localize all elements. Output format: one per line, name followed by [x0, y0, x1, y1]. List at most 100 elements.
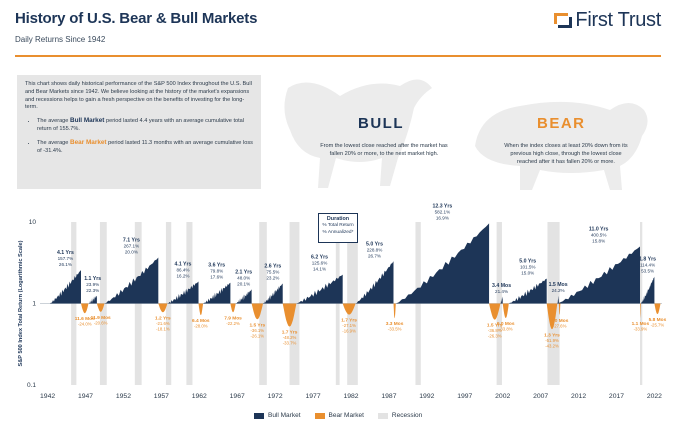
brand-logo: First Trust: [554, 9, 661, 32]
bear-market-area: [558, 303, 561, 315]
intro-list: The average Bull Market period lasted 4.…: [25, 117, 254, 156]
bull-suffix: period lasted 4.4 years with an average …: [37, 118, 245, 133]
bull-label: 15.8%: [592, 238, 605, 243]
bull-label: 7.1 Yrs: [123, 237, 140, 243]
bear-heading: BEAR: [537, 115, 586, 132]
bull-prefix: The average: [37, 118, 70, 125]
bull-market-area: [203, 282, 231, 304]
bull-label: 3.6 Yrs: [208, 263, 225, 269]
bear-label: -18.1%: [156, 326, 170, 331]
page-title: History of U.S. Bear & Bull Markets: [15, 10, 258, 27]
bull-market-area: [500, 296, 503, 304]
y-tick-label: 1: [32, 301, 36, 308]
bear-market-area: [342, 303, 356, 315]
bull-label: 3.4 Mos: [492, 283, 511, 289]
x-tick-label: 1977: [306, 393, 321, 400]
bear-label: -26.3%: [488, 334, 502, 339]
bull-label: 53.5%: [641, 269, 654, 274]
x-tick-label: 1952: [116, 393, 131, 400]
bull-label: 4.1 Yrs: [57, 250, 74, 256]
bear-term: Bear Market: [69, 139, 107, 147]
legend-bear-swatch: [314, 412, 325, 419]
bear-market-area: [393, 303, 396, 319]
header-rule: [15, 55, 661, 57]
bear-label: -51.9%: [545, 338, 559, 343]
legend-recession: Recession: [377, 412, 423, 419]
bull-label: 1.5 Mos: [549, 282, 568, 288]
bear-label: -36.8%: [488, 328, 502, 333]
bull-market-area: [104, 257, 159, 304]
bull-label: 5.0 Yrs: [519, 259, 536, 265]
x-tick-label: 2017: [609, 393, 624, 400]
bear-suffix: period lasted 11.3 months with an averag…: [37, 140, 253, 155]
bear-label: -33.5%: [388, 327, 402, 332]
bull-label: 228.8%: [367, 247, 383, 252]
bear-label: -27.6%: [553, 323, 567, 328]
bull-market-area: [395, 223, 490, 304]
bull-label: 23.2%: [266, 275, 279, 280]
bear-label: 7.9 Mos: [224, 315, 242, 321]
bull-label: 15.0%: [521, 271, 534, 276]
bull-label: 21.4%: [495, 289, 508, 294]
bull-label: 20.0%: [125, 249, 138, 254]
bear-prefix: The average: [37, 140, 70, 147]
bull-label: 22.3%: [86, 288, 99, 293]
bull-label: 86.4%: [176, 268, 189, 273]
x-tick-label: 1982: [343, 393, 358, 400]
y-axis-label: S&P 500 Index Total Return (Logarithmic …: [18, 240, 24, 366]
bear-label: 5.8 Mos: [649, 317, 667, 323]
bear-market-area: [251, 303, 264, 320]
bull-label: 400.5%: [591, 232, 607, 237]
bear-label: -33.7%: [283, 341, 297, 346]
x-tick-label: 1942: [40, 393, 55, 400]
bull-label: 582.1%: [435, 209, 451, 214]
bull-label: 16.2%: [176, 274, 189, 279]
x-tick-label: 2002: [495, 393, 510, 400]
chart-legend: Bull Market Bear Market Recession: [254, 412, 436, 419]
bear-label: -43.2%: [545, 343, 559, 348]
bull-label: 2.6 Yrs: [264, 263, 281, 269]
bull-label: 20.1%: [237, 282, 250, 287]
bull-label: 5.0 Yrs: [366, 241, 383, 247]
bear-label: 1.3 Yrs: [544, 332, 560, 338]
bull-label: 125.6%: [312, 261, 328, 266]
bear-market-area: [654, 303, 661, 314]
bear-market-area: [96, 303, 105, 312]
bear-label: -21.6%: [156, 321, 170, 326]
bull-summary: The average Bull Market period lasted 4.…: [37, 117, 254, 134]
bear-market-area: [502, 303, 509, 318]
bear-label: -22.2%: [226, 321, 240, 326]
bear-label: 3.3 Mos: [386, 321, 404, 327]
bull-label: 75.5%: [266, 269, 279, 274]
bear-label: -26.1%: [251, 333, 265, 338]
bull-market-area: [557, 295, 559, 304]
bear-summary: The average Bear Market period lasted 11…: [37, 139, 254, 156]
bear-label: 9.0 Mos: [497, 321, 515, 327]
bear-label: -33.8%: [499, 327, 513, 332]
bear-definition: When the index closes at least 20% down …: [504, 143, 628, 166]
bear-label: 11.6 Mos: [75, 316, 95, 322]
intro-paragraph: This chart shows daily historical perfor…: [25, 81, 252, 111]
bear-label: -33.9%: [634, 326, 648, 331]
x-tick-label: 2007: [533, 393, 548, 400]
duration-line2: % Annualized*: [322, 229, 354, 235]
bull-label: 157.7%: [58, 256, 74, 261]
bear-label: -27.1%: [342, 323, 356, 328]
bull-market-area: [263, 283, 283, 304]
legend-bear-label: Bear Market: [328, 412, 364, 419]
bear-market-area: [80, 303, 89, 314]
x-tick-label: 1997: [457, 393, 472, 400]
bull-market-area: [355, 261, 394, 304]
bull-label: 23.9%: [86, 282, 99, 287]
bull-term: Bull Market: [69, 117, 105, 125]
legend-recession-label: Recession: [391, 412, 423, 419]
page-subtitle: Daily Returns Since 1942: [15, 35, 106, 44]
bear-label: 1.2 Yrs: [155, 315, 171, 321]
duration-key: Duration % Total Return % Annualized*: [318, 213, 358, 243]
bull-label: 16.9%: [436, 215, 449, 220]
bull-label: 12.3 Yrs: [432, 203, 452, 209]
bear-market-area: [489, 303, 501, 320]
logo-mark-icon: [554, 13, 573, 28]
legend-bull-label: Bull Market: [268, 412, 301, 419]
